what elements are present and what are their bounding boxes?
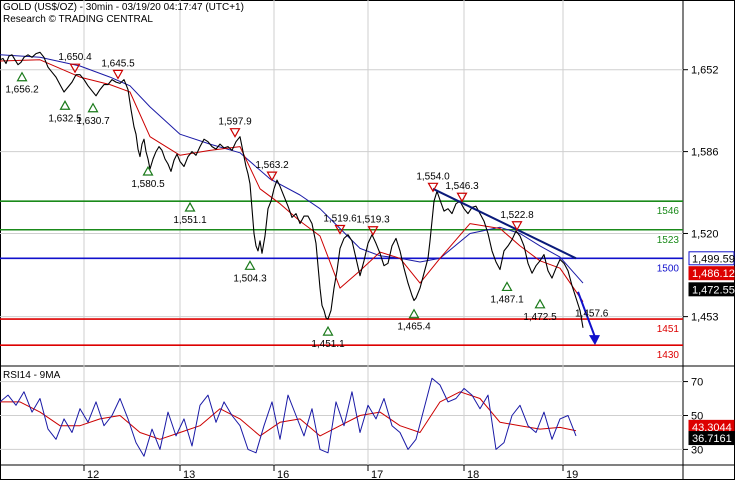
resistance-label: 1,645.5 xyxy=(101,58,135,69)
level-label-1451: 1451 xyxy=(657,324,680,335)
price-value-tag-label: 1,499.59 xyxy=(692,253,735,265)
rsi-line xyxy=(0,377,577,457)
level-label-1546: 1546 xyxy=(657,206,680,217)
y-tick-label: 1,520 xyxy=(691,228,719,240)
support-label: 1,551.1 xyxy=(173,215,207,226)
support-triangle xyxy=(142,165,154,176)
chart-source: Research © TRADING CENTRAL xyxy=(3,14,153,25)
support-triangle xyxy=(16,71,28,82)
rsi-value-tag-label: 43.3044 xyxy=(692,422,732,434)
support-label: 1,451.1 xyxy=(311,339,345,350)
price-value-tag-box xyxy=(688,282,735,297)
rsi-tick-label: 70 xyxy=(691,377,703,389)
price-value-tag-label: 1,486.12 xyxy=(692,268,735,280)
support-label: 1,656.2 xyxy=(5,85,39,96)
support-label: 1,632.5 xyxy=(48,113,82,124)
y-tick-label: 1,453 xyxy=(691,312,719,324)
x-tick-label: 18 xyxy=(467,469,479,480)
x-tick-label: 16 xyxy=(277,469,289,480)
resistance-label: 1,546.3 xyxy=(445,181,479,192)
rsi-value-tag-box xyxy=(688,431,735,446)
rsi-tick-label: 50 xyxy=(691,411,703,423)
support-triangle xyxy=(87,102,99,113)
forecast-arrow-head xyxy=(589,335,600,346)
resistance-label: 1,563.2 xyxy=(255,160,289,171)
price-line xyxy=(0,51,584,328)
resistance-label: 1,554.0 xyxy=(416,171,450,182)
resistance-triangle xyxy=(427,182,439,193)
resistance-triangle xyxy=(511,221,523,231)
support-label: 1,504.3 xyxy=(233,273,267,284)
resistance-triangle xyxy=(112,69,124,80)
support-triangle xyxy=(501,281,513,292)
x-tick-label: 12 xyxy=(87,469,99,480)
level-label-1500: 1500 xyxy=(657,263,680,274)
resistance-triangle xyxy=(266,171,278,182)
support-label: 1,472.5 xyxy=(523,312,557,323)
support-triangle xyxy=(244,260,256,270)
rsi-panel-title: RSI14 - 9MA xyxy=(3,370,61,381)
price-label: 1,457.6 xyxy=(575,308,609,319)
y-tick-label: 1,586 xyxy=(691,147,719,159)
support-label: 1,630.7 xyxy=(76,116,110,127)
resistance-triangle xyxy=(229,128,241,138)
support-triangle xyxy=(322,325,334,336)
resistance-label: 1,522.8 xyxy=(500,210,534,221)
x-tick-label: 13 xyxy=(183,469,195,480)
resistance-trendline xyxy=(432,187,577,260)
support-triangle xyxy=(408,308,420,319)
support-triangle xyxy=(534,298,546,309)
resistance-label: 1,650.4 xyxy=(58,52,92,63)
price-value-tag-box xyxy=(688,266,735,281)
y-tick-label: 1,652 xyxy=(691,65,719,77)
support-label: 1,465.4 xyxy=(397,322,431,333)
resistance-label: 1,519.3 xyxy=(356,215,390,226)
slow-moving-average-line xyxy=(0,54,584,284)
price-value-tag-box xyxy=(688,251,735,266)
x-tick-label: 19 xyxy=(566,469,578,480)
price-value-tag-label: 1,472.55 xyxy=(692,284,735,296)
support-triangle xyxy=(184,201,196,212)
forecast-arrow-shaft xyxy=(577,291,596,338)
rsi-tick-label: 30 xyxy=(691,444,703,456)
resistance-triangle xyxy=(69,63,81,74)
chart-title: GOLD (US$/OZ) - 30min - 03/19/20 04:17:4… xyxy=(3,2,244,13)
fast-moving-average-line xyxy=(0,59,584,302)
rsi-value-tag-label: 36.7161 xyxy=(692,433,732,445)
resistance-triangle xyxy=(456,192,468,203)
x-tick-label: 17 xyxy=(371,469,383,480)
support-label: 1,580.5 xyxy=(131,179,165,190)
support-label: 1,487.1 xyxy=(490,294,524,305)
level-label-1430: 1430 xyxy=(657,350,680,361)
level-label-1523: 1523 xyxy=(657,235,680,246)
resistance-triangle xyxy=(334,224,346,235)
resistance-label: 1,519.6 xyxy=(323,213,357,224)
resistance-label: 1,597.9 xyxy=(218,117,252,128)
resistance-triangle xyxy=(367,226,379,236)
support-triangle xyxy=(59,100,71,110)
